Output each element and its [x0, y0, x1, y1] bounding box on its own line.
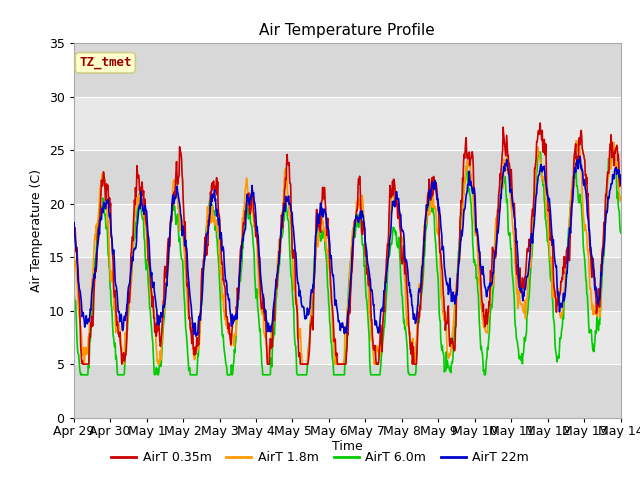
Legend: AirT 0.35m, AirT 1.8m, AirT 6.0m, AirT 22m: AirT 0.35m, AirT 1.8m, AirT 6.0m, AirT 2…	[106, 446, 534, 469]
Title: Air Temperature Profile: Air Temperature Profile	[259, 23, 435, 38]
Bar	[74, 311, 621, 364]
Text: TZ_tmet: TZ_tmet	[79, 56, 132, 69]
Bar	[74, 204, 621, 257]
Y-axis label: Air Temperature (C): Air Temperature (C)	[30, 169, 43, 292]
X-axis label: Time: Time	[332, 440, 363, 453]
Bar	[74, 96, 621, 150]
